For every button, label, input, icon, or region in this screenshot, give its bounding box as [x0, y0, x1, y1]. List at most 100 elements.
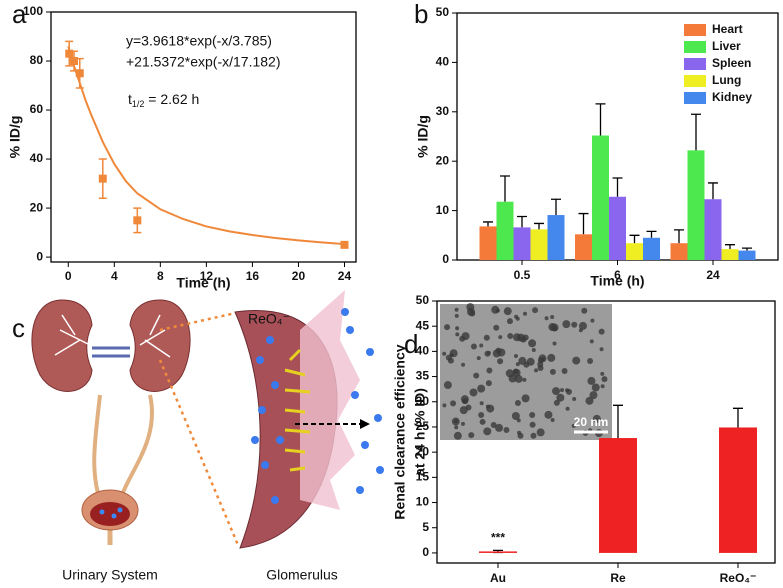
- bar: [479, 551, 517, 553]
- particle: [460, 395, 469, 404]
- particle: [553, 399, 560, 406]
- particle: [561, 367, 568, 374]
- fit-line: [67, 46, 345, 246]
- particle: [450, 400, 457, 407]
- particle: [495, 347, 502, 354]
- filtration-mesh: [284, 348, 311, 472]
- particle: [511, 411, 520, 420]
- legend-swatch: [684, 41, 706, 53]
- particle: [589, 391, 598, 400]
- y-tick-label: 0: [442, 252, 449, 266]
- particle: [454, 313, 459, 318]
- bladder-inner: [90, 502, 130, 526]
- particle: [461, 332, 470, 341]
- data-point: [65, 49, 74, 58]
- bar: [626, 243, 643, 260]
- caption: Glomerulus: [266, 567, 338, 583]
- particle: [572, 397, 577, 402]
- bar: [575, 234, 592, 260]
- particle: [476, 356, 481, 361]
- y-tick-label: 50: [436, 5, 450, 19]
- particle: [445, 354, 452, 361]
- error-bar: [500, 175, 510, 202]
- x-axis-label: Time (h): [590, 273, 644, 289]
- bar: [719, 427, 757, 553]
- particle: [565, 388, 570, 393]
- particle: [485, 380, 492, 387]
- panel-label: a: [12, 0, 27, 29]
- zoom-lines: [158, 310, 241, 546]
- kidney-right: [129, 299, 191, 392]
- particle: [453, 431, 462, 440]
- error-bar: [551, 198, 561, 216]
- particle: [529, 411, 536, 418]
- bar: [496, 201, 514, 260]
- y-tick-label: 45: [416, 318, 430, 332]
- x-tick-label: 0.5: [514, 268, 531, 282]
- y-tick-label: 50: [416, 293, 430, 307]
- error-bar: [742, 247, 752, 251]
- particle: [495, 308, 500, 313]
- data-point: [133, 216, 142, 225]
- particle: [479, 418, 486, 425]
- error-bar: [708, 182, 718, 200]
- particle: [550, 314, 555, 319]
- y-tick-label: 30: [416, 394, 430, 408]
- particle: [477, 384, 486, 393]
- x-tick-label: 8: [157, 269, 164, 283]
- particle: [460, 421, 465, 426]
- inset-image: 20 nm: [440, 303, 612, 440]
- error-bar: [725, 244, 735, 250]
- x-tick-label: 16: [246, 269, 260, 283]
- particle: [512, 368, 519, 375]
- y-tick-label: 20: [30, 200, 44, 214]
- x-tick-label: 20: [292, 269, 306, 283]
- particle: [585, 396, 594, 405]
- x-axis-label: Time (h): [176, 275, 230, 291]
- bar: [599, 438, 637, 553]
- particle: [521, 394, 530, 403]
- y-tick-label: 40: [30, 151, 44, 165]
- bar: [609, 196, 626, 260]
- y-tick-label: 40: [436, 55, 450, 69]
- y-axis-label: Renal clearance efficiency: [392, 344, 408, 519]
- x-tick-label: ReO₄⁻: [720, 571, 757, 585]
- bar: [704, 199, 722, 260]
- x-tick-label: 12: [200, 269, 214, 283]
- y-tick-label: 10: [416, 495, 430, 509]
- particle: [578, 328, 583, 333]
- particle: [473, 372, 480, 379]
- error-bar: [578, 212, 589, 235]
- particle: [587, 376, 596, 385]
- particle: [547, 353, 556, 362]
- particle: [565, 406, 570, 411]
- bar: [738, 250, 756, 260]
- particle: [520, 336, 527, 343]
- particle: [442, 351, 447, 356]
- legend-label: Spleen: [712, 56, 751, 70]
- caption: Urinary System: [62, 567, 158, 583]
- particle: [490, 421, 497, 428]
- error-bar: [646, 230, 657, 238]
- particle: [553, 326, 558, 331]
- particle: [532, 307, 539, 314]
- particle: [587, 358, 594, 365]
- legend-label: Liver: [712, 39, 741, 53]
- bar: [592, 135, 609, 260]
- particle: [522, 377, 527, 382]
- particle: [549, 368, 556, 375]
- particle: [442, 403, 447, 408]
- particle: [459, 406, 468, 415]
- particle: [468, 432, 475, 439]
- particle: [544, 316, 549, 321]
- particle: [517, 432, 524, 439]
- particle: [591, 383, 600, 392]
- dot: [117, 507, 123, 513]
- bar: [530, 229, 548, 260]
- particle: [454, 307, 459, 312]
- error-bar: [595, 103, 606, 136]
- particle: [455, 332, 460, 337]
- x-tick-label: Re: [610, 571, 626, 585]
- particle: [571, 321, 578, 328]
